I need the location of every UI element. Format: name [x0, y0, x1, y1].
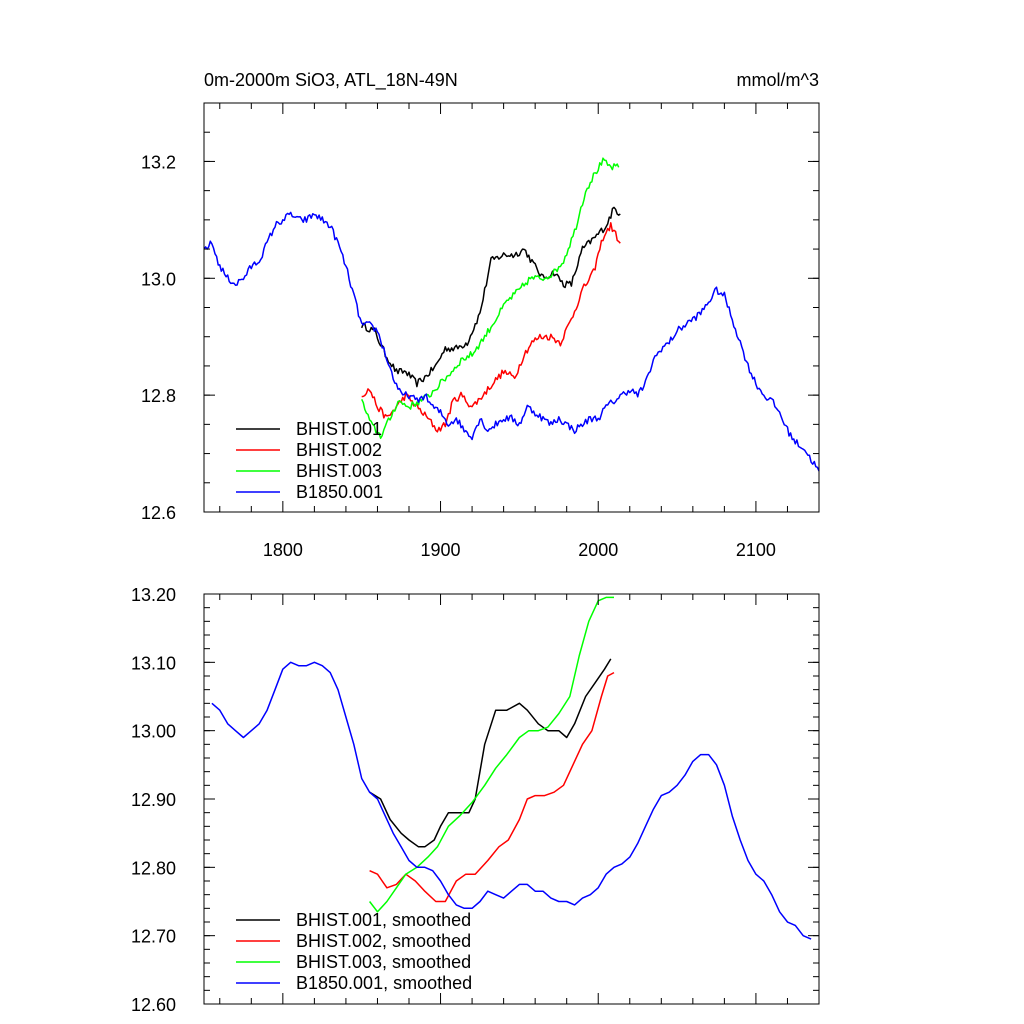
series-line-bhist-002-smoothed — [369, 671, 615, 903]
legend-label-b1850-001: B1850.001 — [296, 482, 383, 502]
top-y-tick-label: 12.8 — [141, 386, 176, 406]
bottom-y-tick-label: 12.90 — [131, 790, 176, 810]
bottom-y-tick-label: 13.20 — [131, 585, 176, 605]
top-y-tick-label: 12.6 — [141, 503, 176, 523]
bottom-panel: 12.60 12.70 12.80 12.90 13.00 13.10 13.2… — [131, 585, 820, 1015]
series-line-bhist-003 — [361, 157, 620, 440]
bottom-y-tick-label: 12.70 — [131, 927, 176, 947]
top-x-tick-label: 1800 — [263, 540, 303, 560]
series-line-bhist-001-smoothed — [369, 658, 612, 848]
top-panel-units: mmol/m^3 — [737, 70, 819, 90]
bottom-legend: BHIST.001, smoothed BHIST.002, smoothed … — [236, 910, 472, 993]
top-y-tick-label: 13.0 — [141, 269, 176, 289]
top-x-tick-label: 2000 — [578, 540, 618, 560]
legend-label-bhist-001-smoothed: BHIST.001, smoothed — [296, 910, 471, 930]
top-panel-title: 0m-2000m SiO3, ATL_18N-49N — [204, 70, 458, 91]
legend-label-bhist-002: BHIST.002 — [296, 440, 382, 460]
bottom-y-tick-label: 13.10 — [131, 653, 176, 673]
legend-label-bhist-002-smoothed: BHIST.002, smoothed — [296, 931, 471, 951]
legend-label-bhist-003: BHIST.003 — [296, 461, 382, 481]
bottom-y-tick-label: 13.00 — [131, 722, 176, 742]
legend-label-bhist-003-smoothed: BHIST.003, smoothed — [296, 952, 471, 972]
top-x-tick-label: 2100 — [736, 540, 776, 560]
series-line-bhist-002 — [361, 222, 621, 433]
top-legend: BHIST.001 BHIST.002 BHIST.003 B1850.001 — [236, 419, 383, 502]
legend-label-bhist-001: BHIST.001 — [296, 419, 382, 439]
top-panel: 0m-2000m SiO3, ATL_18N-49N mmol/m^3 12.6… — [141, 70, 820, 560]
series-line-bhist-001 — [360, 206, 621, 388]
series-line-b1850-001-smoothed — [211, 661, 812, 940]
series-line-b1850-001 — [203, 211, 820, 472]
series-line-bhist-003-smoothed — [369, 596, 614, 913]
bottom-y-tick-label: 12.60 — [131, 995, 176, 1015]
bottom-y-tick-label: 12.80 — [131, 858, 176, 878]
top-x-tick-label: 1900 — [421, 540, 461, 560]
legend-label-b1850-001-smoothed: B1850.001, smoothed — [296, 973, 472, 993]
top-y-tick-label: 13.2 — [141, 152, 176, 172]
